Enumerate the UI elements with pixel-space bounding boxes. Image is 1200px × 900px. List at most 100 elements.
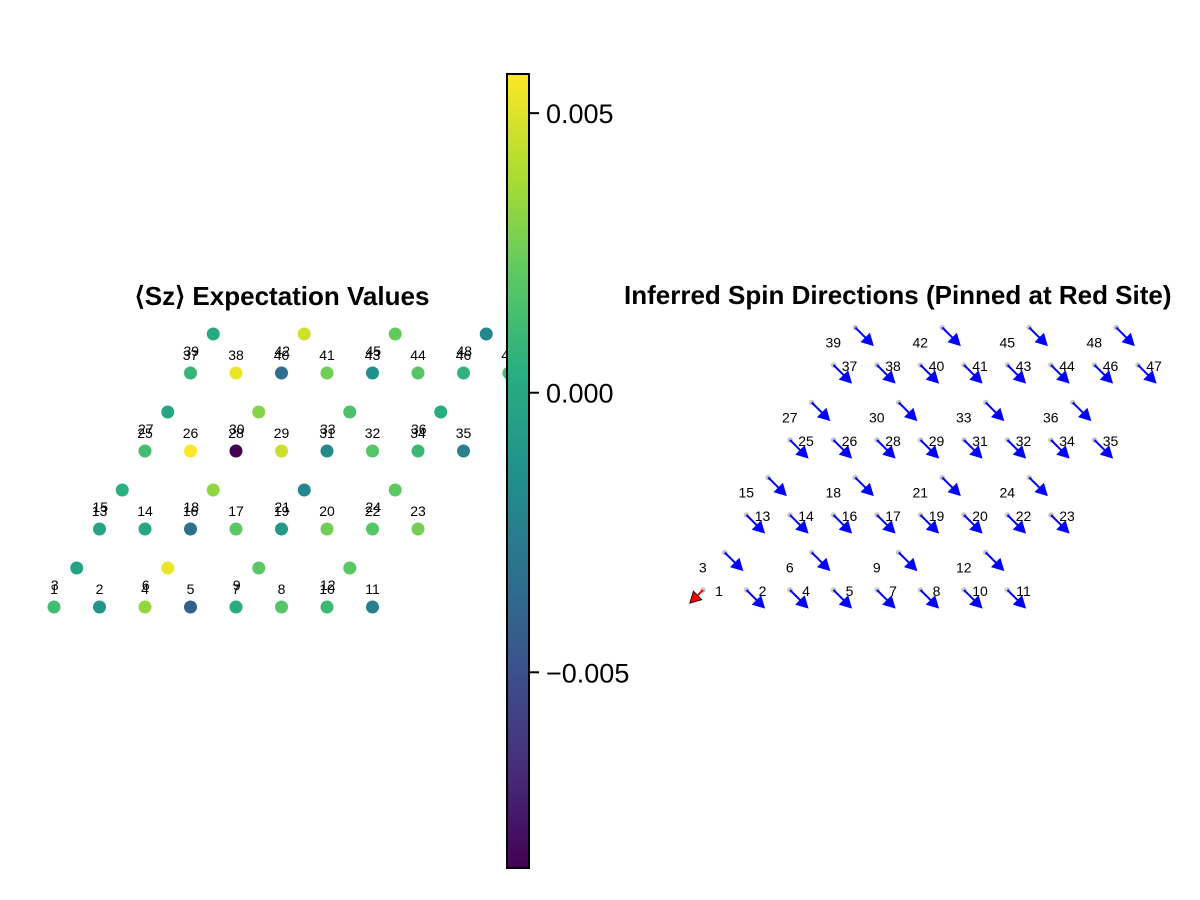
spin-arrow-head-4 [795,595,809,609]
spin-arrow-head-34 [1056,445,1070,459]
spin-arrow-shaft-40 [919,364,932,376]
spin-site-label-34: 34 [1059,433,1075,449]
spin-arrow-shaft-12 [985,551,997,564]
spin-arrow-shaft-34 [1050,439,1062,451]
sz-site-label-14: 14 [137,503,153,519]
spin-arrow-shaft-15 [767,476,780,489]
spin-arrow-shaft-43 [1006,364,1019,376]
spin-arrow-shaft-8 [919,589,932,601]
spin-arrow-head-2 [751,595,766,609]
spin-arrow-shaft-7 [876,589,888,601]
sz-site-label-10: 10 [319,581,335,597]
spin-arrow-shaft-33 [985,401,997,414]
spin-arrow-head-32 [1012,445,1027,459]
sz-point-34 [411,444,425,458]
spin-site-label-12: 12 [956,560,972,576]
sz-site-label-2: 2 [96,581,104,597]
sz-point-48 [479,327,493,341]
spin-site-label-31: 31 [972,433,988,449]
spin-site-label-8: 8 [933,583,941,599]
sz-point-27 [161,405,175,419]
spin-arrow-shaft-22 [1006,514,1019,526]
sz-points [47,327,516,614]
sz-site-label-38: 38 [228,347,244,363]
sz-point-19 [275,522,288,536]
sz-site-label-12: 12 [320,577,336,593]
spin-site-label-21: 21 [912,485,928,501]
sz-scatter-panel: ⟨Sz⟩ Expectation Values 1 23 4 56 7 89 10 11121… [47,281,517,614]
spin-arrow-shaft-42 [941,326,954,339]
sz-chart-title: ⟨Sz⟩ Expectation Values [135,281,430,311]
spin-site-label-29: 29 [929,433,945,449]
sz-point-4 [138,600,152,614]
sz-point-25 [138,444,152,458]
sz-point-22 [366,522,379,536]
sz-point-35 [457,444,470,458]
spin-arrow-shaft-13 [745,514,758,526]
spin-arrow-head-5 [838,595,853,609]
spin-arrow-shaft-39 [854,326,867,339]
spin-arrow-head-22 [1012,520,1027,534]
spin-site-label-11: 11 [1016,583,1031,599]
spin-site-label-35: 35 [1103,433,1119,449]
spin-arrow-shaft-28 [876,439,888,451]
spin-arrow-head-18 [860,482,874,497]
spin-arrow-head-42 [947,332,961,347]
sz-point-7 [229,600,243,614]
sz-site-label-9: 9 [233,577,241,593]
spin-arrow-head-30 [903,407,918,422]
spin-arrow-shaft-3 [724,551,736,564]
sz-site-label-5: 5 [187,581,195,597]
spin-site-label-13: 13 [755,508,771,524]
sz-site-label-34: 34 [410,425,426,441]
spin-site-label-39: 39 [825,335,841,351]
spin-arrow-shaft-45 [1028,326,1041,339]
sz-site-label-44: 44 [410,347,426,363]
spin-arrow-head-10 [969,595,983,609]
spin-arrow-shaft-36 [1072,401,1084,414]
spin-arrow-head-23 [1056,520,1070,534]
sz-point-32 [366,444,379,458]
sz-site-label-48: 48 [456,343,472,359]
sz-point-29 [275,444,288,458]
sz-site-label-45: 45 [365,343,381,359]
spin-arrows [689,326,1157,609]
sz-point-21 [297,483,311,497]
spin-arrow-shaft-17 [876,514,888,526]
sz-site-label-28: 28 [228,425,244,441]
spin-arrow-head-8 [925,595,940,609]
spin-site-label-48: 48 [1086,335,1102,351]
sz-site-label-8: 8 [278,581,286,597]
colorbar-tick-label-0: 0.005 [546,99,614,129]
spin-arrow-shaft-47 [1137,364,1149,376]
spin-arrow-shaft-20 [963,514,975,526]
sz-point-12 [343,561,357,575]
spin-arrow-shaft-2 [745,589,758,601]
sz-site-label-29: 29 [274,425,290,441]
spin-site-label-25: 25 [798,433,814,449]
sz-point-9 [252,561,266,575]
sz-point-24 [388,483,402,497]
sz-point-14 [138,522,152,536]
spin-arrow-head-19 [925,520,940,534]
spin-site-label-28: 28 [885,433,901,449]
colorbar-ticks: 0.005 0.000 −0.005 [529,99,629,688]
spin-arrow-shaft-4 [789,589,801,601]
spin-arrow-head-48 [1121,332,1135,347]
colorbar: 0.005 0.000 −0.005 [506,73,629,869]
spin-site-label-20: 20 [972,508,988,524]
sz-site-label-30: 30 [229,421,245,437]
sz-site-label-18: 18 [183,499,199,515]
sz-point-16 [184,522,197,536]
spin-site-label-1: 1 [715,583,723,599]
sz-site-label-24: 24 [365,499,381,515]
sz-point-43 [366,366,379,380]
spin-site-label-4: 4 [802,583,810,599]
spin-arrow-head-37 [838,370,853,384]
spin-site-label-7: 7 [889,583,897,599]
spin-arrow-shaft-37 [832,364,845,376]
sz-point-20 [320,522,334,536]
sz-point-6 [161,561,175,575]
